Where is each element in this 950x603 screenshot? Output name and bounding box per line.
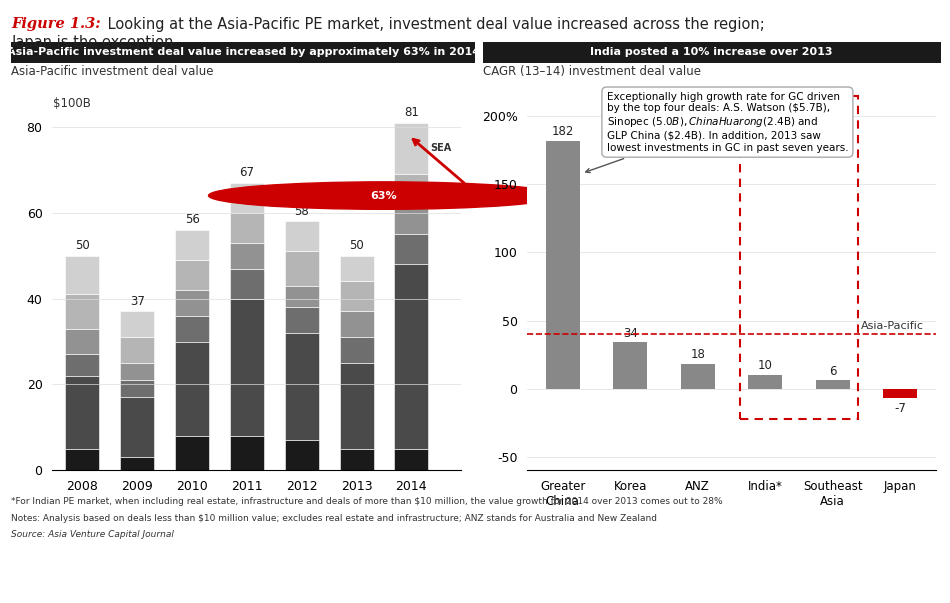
Text: KOR: KOR [430, 186, 453, 197]
Bar [884, 388, 917, 398]
Bar [121, 380, 154, 397]
Text: India posted a 10% increase over 2013: India posted a 10% increase over 2013 [590, 48, 833, 57]
Text: Figure 1.3:: Figure 1.3: [11, 17, 101, 31]
Text: 18: 18 [691, 349, 705, 361]
Text: 182: 182 [552, 125, 574, 138]
Bar [394, 234, 428, 264]
Bar [394, 174, 428, 209]
Text: Notes: Analysis based on deals less than $10 million value; excludes real estate: Notes: Analysis based on deals less than… [11, 514, 657, 523]
Text: Exceptionally high growth rate for GC driven
by the top four deals: A.S. Watson : Exceptionally high growth rate for GC dr… [586, 92, 848, 172]
Text: 34: 34 [623, 327, 637, 339]
Circle shape [208, 182, 560, 209]
Text: 63%: 63% [370, 191, 397, 201]
Bar [66, 376, 100, 449]
Text: 67: 67 [239, 166, 255, 179]
Text: ANZ: ANZ [430, 455, 453, 464]
Bar [121, 397, 154, 458]
Bar [339, 363, 373, 449]
Bar [394, 122, 428, 174]
Bar [285, 251, 319, 286]
Bar [339, 337, 373, 363]
Text: 37: 37 [130, 295, 144, 308]
Text: Looking at the Asia-Pacific PE market, investment deal value increased across th: Looking at the Asia-Pacific PE market, i… [103, 17, 765, 32]
Text: Japan is the exception: Japan is the exception [11, 35, 174, 50]
Text: IND: IND [430, 244, 450, 254]
Bar [66, 256, 100, 294]
Text: 6: 6 [829, 365, 837, 377]
Bar [66, 329, 100, 355]
Bar [121, 312, 154, 337]
Text: 81: 81 [404, 106, 419, 119]
Bar [175, 230, 209, 260]
Bar [230, 243, 264, 268]
Bar [230, 183, 264, 213]
Bar [285, 440, 319, 470]
Bar [175, 316, 209, 341]
Text: 50: 50 [75, 239, 90, 252]
Bar [121, 458, 154, 470]
Text: $100B: $100B [53, 96, 90, 110]
Bar [546, 140, 580, 388]
Bar [339, 282, 373, 312]
Bar [339, 312, 373, 337]
Text: JAP: JAP [430, 216, 448, 226]
Bar [285, 286, 319, 307]
Bar [121, 363, 154, 380]
Bar [230, 268, 264, 298]
Text: CAGR (13–14) investment deal value: CAGR (13–14) investment deal value [483, 65, 700, 78]
Bar [339, 256, 373, 282]
Bar [230, 213, 264, 243]
Bar [230, 436, 264, 470]
Bar [175, 341, 209, 436]
Text: -7: -7 [894, 402, 906, 415]
Bar [749, 375, 782, 388]
Bar [66, 449, 100, 470]
Text: Source: Asia Venture Capital Journal: Source: Asia Venture Capital Journal [11, 530, 174, 539]
Bar [121, 337, 154, 363]
Text: 58: 58 [294, 205, 309, 218]
Text: *For Indian PE market, when including real estate, infrastructure and deals of m: *For Indian PE market, when including re… [11, 497, 723, 507]
Bar [614, 343, 647, 388]
Text: Asia-Pacific: Asia-Pacific [861, 321, 924, 332]
Bar [175, 260, 209, 290]
Text: Asia-Pacific investment deal value increased by approximately 63% in 2014: Asia-Pacific investment deal value incre… [7, 48, 480, 57]
Text: GC: GC [430, 352, 446, 362]
Bar [681, 364, 714, 388]
Bar [175, 290, 209, 316]
Bar [394, 264, 428, 449]
Bar [230, 298, 264, 436]
Text: 50: 50 [350, 239, 364, 252]
Bar [394, 449, 428, 470]
Bar [394, 209, 428, 234]
Text: Asia-Pacific investment deal value: Asia-Pacific investment deal value [11, 65, 214, 78]
Text: 10: 10 [758, 359, 772, 372]
Bar [285, 333, 319, 440]
Text: 56: 56 [184, 213, 200, 227]
Bar [285, 221, 319, 251]
Bar [285, 307, 319, 333]
Bar [66, 294, 100, 329]
Bar [339, 449, 373, 470]
Bar [175, 436, 209, 470]
Bar [816, 380, 849, 388]
Text: SEA: SEA [430, 144, 452, 153]
Bar [66, 355, 100, 376]
